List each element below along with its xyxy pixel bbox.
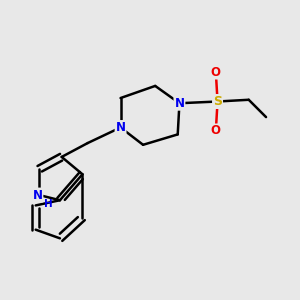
Text: H: H <box>44 199 53 209</box>
Text: N: N <box>116 121 126 134</box>
Text: O: O <box>211 124 221 137</box>
Text: N: N <box>32 188 42 202</box>
Text: O: O <box>211 66 221 79</box>
Text: N: N <box>174 97 184 110</box>
Text: S: S <box>213 95 222 108</box>
